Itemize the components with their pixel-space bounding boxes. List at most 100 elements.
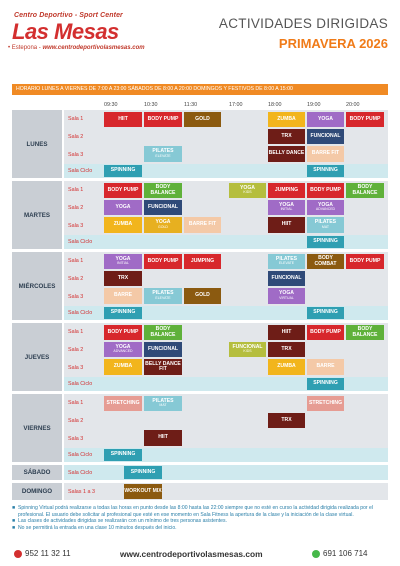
class-block[interactable]: YOGA ADVANCED xyxy=(307,200,344,215)
class-block[interactable]: STRETCHING xyxy=(104,396,142,411)
class-block[interactable]: STRETCHING xyxy=(307,396,344,411)
class-block[interactable]: SPINNING xyxy=(307,307,344,319)
logo-subline: • Estepona - www.centrodeportivolasmesas… xyxy=(8,45,145,51)
class-block[interactable]: SPINNING xyxy=(307,236,344,248)
title-text: ACTIVIDADES DIRIGIDAS xyxy=(218,16,388,31)
opening-hours-bar: HORARIO LUNES A VIERNES DE 7:00 A 23:00 … xyxy=(12,84,388,95)
class-block[interactable]: BODY PUMP xyxy=(104,183,142,198)
time-label: 19:00 xyxy=(307,102,321,108)
class-block[interactable]: ZUMBA xyxy=(268,359,305,375)
class-block[interactable]: PILATES ELEVATE xyxy=(144,288,182,304)
class-block[interactable]: PILATES MAT xyxy=(144,396,182,411)
class-block[interactable]: BODY BALANCE xyxy=(144,325,182,340)
room-label: Sala 1 xyxy=(68,115,84,122)
class-block[interactable]: BODY PUMP xyxy=(144,254,182,269)
class-block[interactable]: BODY COMBAT xyxy=(307,254,344,269)
class-block[interactable]: SPINNING xyxy=(307,378,344,390)
class-block[interactable]: YOGA KIDS xyxy=(229,183,266,198)
day-label: SÁBADO xyxy=(12,465,62,480)
room-label: Sala 3 xyxy=(68,293,84,300)
class-block[interactable]: PILATES ELEVATE xyxy=(144,146,182,162)
class-block[interactable]: ZUMBA xyxy=(104,217,142,233)
room-label: Sala 2 xyxy=(68,204,84,211)
class-block[interactable]: BARRE FIT xyxy=(184,217,221,233)
class-block[interactable]: BODY PUMP xyxy=(307,183,344,198)
class-block[interactable]: HIIT xyxy=(144,430,182,446)
class-block[interactable]: BODY PUMP xyxy=(346,112,384,127)
room-label: Sala Ciclo xyxy=(68,168,93,174)
room-label: Sala Ciclo xyxy=(68,310,93,316)
class-block[interactable]: BARRE xyxy=(307,359,344,375)
class-block[interactable]: BODY PUMP xyxy=(346,254,384,269)
class-block[interactable]: HIIT xyxy=(104,112,142,127)
day-label: MARTES xyxy=(12,181,62,249)
room-label: Sala 1 xyxy=(68,399,84,406)
class-block[interactable]: JUMPING xyxy=(184,254,221,269)
class-block[interactable]: BELLY DANCE xyxy=(268,146,305,162)
class-block[interactable]: SPINNING xyxy=(124,466,162,479)
page-title: ACTIVIDADES DIRIGIDAS PRIMAVERA 2026 xyxy=(219,16,388,51)
class-block[interactable]: YOGA GOLD xyxy=(144,217,182,233)
class-block[interactable]: BODY PUMP xyxy=(144,112,182,127)
class-block[interactable]: YOGA xyxy=(307,112,344,127)
class-block[interactable]: SPINNING xyxy=(104,165,142,177)
room-label: Sala Ciclo xyxy=(68,469,93,476)
phone-contact[interactable]: 952 11 32 11 xyxy=(14,549,71,558)
class-block[interactable]: BELLY DANCE FIT xyxy=(144,359,182,375)
class-block[interactable]: BODY BALANCE xyxy=(346,183,384,198)
class-block[interactable]: HIIT xyxy=(268,217,305,233)
class-block[interactable]: YOGA INITIAL xyxy=(268,200,305,215)
class-block[interactable]: FUNCIONAL xyxy=(144,342,182,357)
room-label: Sala 2 xyxy=(68,275,84,282)
class-block[interactable]: BARRE FIT xyxy=(307,146,344,162)
day-label: DOMINGO xyxy=(12,483,62,500)
time-header: 09:30 10:30 11:30 17:00 18:00 19:00 20:0… xyxy=(0,102,400,110)
class-block[interactable]: TRX xyxy=(268,129,305,144)
class-block[interactable]: TRX xyxy=(104,271,142,286)
logo: Centro Deportivo - Sport Center Las Mesa… xyxy=(8,12,198,60)
day-label: MIÉRCOLES xyxy=(12,252,62,320)
class-block[interactable]: YOGA INITIAL xyxy=(104,254,142,269)
time-label: 10:30 xyxy=(144,102,158,108)
class-block[interactable]: SPINNING xyxy=(307,165,344,177)
class-block[interactable]: SPINNING xyxy=(104,449,142,461)
class-block[interactable]: YOGA ADVANCED xyxy=(104,342,142,357)
class-block[interactable]: BODY BALANCE xyxy=(346,325,384,340)
class-block[interactable]: JUMPING xyxy=(268,183,305,198)
room-label: Sala 3 xyxy=(68,222,84,229)
time-label: 09:30 xyxy=(104,102,118,108)
logo-name: Las Mesas xyxy=(12,19,119,44)
class-block[interactable]: GOLD xyxy=(184,112,221,127)
room-label: Sala 1 xyxy=(68,186,84,193)
class-block[interactable]: BODY PUMP xyxy=(104,325,142,340)
class-block[interactable]: TRX xyxy=(268,413,305,428)
class-block[interactable]: BARRE xyxy=(104,288,142,304)
class-block[interactable]: PILATES MAT xyxy=(307,217,344,233)
class-block[interactable]: FUNCIONAL xyxy=(144,200,182,215)
time-label: 20:00 xyxy=(346,102,360,108)
class-block[interactable]: BODY PUMP xyxy=(307,325,344,340)
class-block[interactable]: FUNCIONAL xyxy=(268,271,305,286)
season-text: PRIMAVERA 2026 xyxy=(278,36,388,51)
class-block[interactable]: YOGA xyxy=(104,200,142,215)
class-block[interactable]: ZUMBA xyxy=(268,112,305,127)
phone-number: 952 11 32 11 xyxy=(25,549,71,558)
class-block[interactable]: PILATES ELEVATE xyxy=(268,254,305,269)
website-link[interactable]: www.centrodeportivolasmesas.com xyxy=(120,549,263,559)
note-item: ■ Las clases de actividades dirigidas se … xyxy=(12,518,227,525)
class-block[interactable]: WORKOUT MIX xyxy=(124,484,162,499)
class-block[interactable]: TRX xyxy=(268,342,305,357)
class-block[interactable]: GOLD xyxy=(184,288,221,304)
class-block[interactable]: YOGA VIRTUAL xyxy=(268,288,305,304)
class-block[interactable]: FUNCIONAL xyxy=(307,129,344,144)
class-block[interactable]: FUNCIONAL KIDS xyxy=(229,342,266,357)
room-label: Sala Ciclo xyxy=(68,452,93,458)
day-label: JUEVES xyxy=(12,323,62,391)
whatsapp-contact[interactable]: 691 106 714 xyxy=(312,549,368,558)
class-block[interactable]: ZUMBA xyxy=(104,359,142,375)
class-block[interactable]: HIIT xyxy=(268,325,305,340)
class-block[interactable]: SPINNING xyxy=(104,307,142,319)
room-label: Sala Ciclo xyxy=(68,239,93,245)
class-block[interactable]: BODY BALANCE xyxy=(144,183,182,198)
time-label: 18:00 xyxy=(268,102,282,108)
